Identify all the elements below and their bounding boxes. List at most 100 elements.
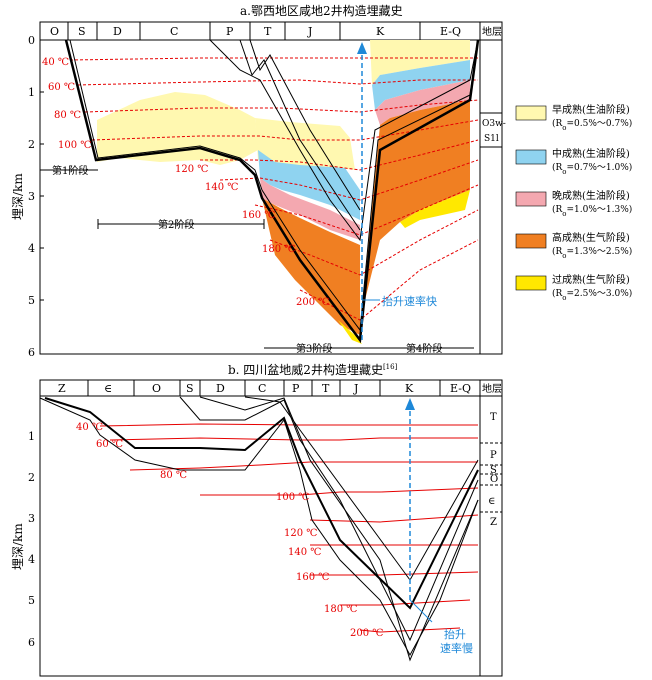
svg-text:Z: Z [490,517,497,528]
svg-text:高成熟(生气阶段): 高成熟(生气阶段) [552,231,630,244]
svg-text:E-Q: E-Q [450,382,471,395]
legend-swatch-4 [515,233,547,249]
svg-text:40 ℃: 40 ℃ [76,422,103,433]
svg-text:中成熟(生油阶段): 中成熟(生油阶段) [552,147,630,160]
svg-text:第3阶段: 第3阶段 [296,342,332,355]
strata-header-a: 地层 [482,25,502,38]
panel-b-title: b. 四川盆地威2井构造埋藏史 [228,362,383,377]
svg-text:3: 3 [28,190,35,203]
svg-text:Z: Z [58,382,66,395]
svg-text:140 ℃: 140 ℃ [205,182,238,193]
zone-high-mature-a [262,198,360,335]
svg-text:120 ℃: 120 ℃ [175,164,208,175]
svg-text:P: P [490,450,497,461]
burial-curves-b [39,396,479,662]
svg-text:K: K [405,382,414,395]
stage-annotations-a: 第1阶段 第2阶段 第3阶段 第4阶段 [40,164,474,355]
isotherms-a [69,57,479,321]
period-a-C: C [170,25,178,38]
svg-text:地层: 地层 [482,382,502,395]
zone-over-mature-a [338,320,362,344]
svg-text:120 ℃: 120 ℃ [284,528,317,539]
panel-b-period-dividers [87,380,441,396]
svg-text:P: P [292,382,300,395]
panel-a-y-ticks: 0 1 2 3 4 5 6 [28,34,35,359]
svg-text:第2阶段: 第2阶段 [158,218,194,231]
svg-text:∈: ∈ [104,382,112,395]
svg-text:180 ℃: 180 ℃ [324,604,357,615]
panel-a-y-label: 埋深/km [11,173,25,220]
svg-text:3: 3 [28,512,35,525]
period-a-K: K [376,25,385,38]
strat-box-a [479,112,503,148]
burial-curves-a [64,39,480,344]
svg-text:晚成熟(生油阶段): 晚成熟(生油阶段) [552,189,630,202]
svg-text:160 ℃: 160 ℃ [242,210,275,221]
svg-text:40 ℃: 40 ℃ [42,57,69,68]
maturity-legend: 早成熟(生油阶段) (Ro=0.5%～0.7%) 中成熟(生油阶段) (Ro=0… [515,103,632,302]
svg-text:180 ℃: 180 ℃ [262,244,295,255]
period-a-J: J [307,25,312,38]
svg-text:埋深/km: 埋深/km [11,523,25,570]
svg-text:6: 6 [28,346,35,359]
svg-text:O: O [490,474,498,485]
svg-text:80 ℃: 80 ℃ [54,110,81,121]
svg-text:早成熟(生油阶段): 早成熟(生油阶段) [552,103,630,116]
svg-text:(Ro=2.5%～3.0%): (Ro=2.5%～3.0%) [552,288,632,302]
svg-text:100 ℃: 100 ℃ [276,492,309,503]
isotherms-b [99,423,479,633]
period-a-P: P [226,25,234,38]
panel-a: a.鄂西地区咸地2井构造埋藏史 O S D C P T J K E-Q 地层 [11,3,506,359]
legend-swatch-5 [515,275,547,291]
svg-text:1: 1 [28,86,35,99]
uplift-note-a: 抬升速率快 [382,294,437,308]
svg-text:80 ℃: 80 ℃ [160,470,187,481]
svg-text:(Ro=1.3%～2.5%): (Ro=1.3%～2.5%) [552,246,632,260]
svg-text:0: 0 [28,34,35,47]
svg-text:抬升: 抬升 [444,627,466,641]
svg-text:第1阶段: 第1阶段 [52,164,88,177]
panel-b-strata-column [479,379,503,677]
svg-text:60 ℃: 60 ℃ [96,439,123,450]
period-a-T: T [264,25,272,38]
svg-text:60 ℃: 60 ℃ [48,82,75,93]
svg-text:O: O [152,382,161,395]
svg-text:D: D [216,382,225,395]
svg-text:速率慢: 速率慢 [440,641,473,655]
strata-column-b: T P S O ∈ Z [480,412,502,528]
svg-text:140 ℃: 140 ℃ [288,547,321,558]
period-a-O: O [50,25,59,38]
svg-text:1: 1 [28,430,35,443]
svg-text:4: 4 [28,242,35,255]
svg-text:5: 5 [28,594,35,607]
svg-text:160 ℃: 160 ℃ [296,572,329,583]
legend-swatch-1 [515,105,547,121]
svg-text:b. 四川盆地威2井构造埋藏史[16]: b. 四川盆地威2井构造埋藏史[16] [228,362,398,377]
period-a-S: S [78,25,86,38]
svg-text:过成熟(生气阶段): 过成熟(生气阶段) [552,273,630,286]
svg-text:O3w-: O3w- [482,119,506,129]
svg-text:200 ℃: 200 ℃ [296,297,329,308]
panel-a-period-dividers [67,22,421,40]
svg-text:(Ro=0.7%～1.0%): (Ro=0.7%～1.0%) [552,162,632,176]
svg-text:2: 2 [28,138,35,151]
maturity-zones-a [97,40,470,344]
panel-b: b. 四川盆地威2井构造埋藏史[16] Z ∈ O S D C P T J [11,362,503,677]
legend-swatch-2 [515,149,547,165]
legend-swatch-3 [515,191,547,207]
svg-text:5: 5 [28,294,35,307]
zone-mid-mature-a [258,150,360,220]
svg-text:S: S [490,465,497,476]
svg-text:T: T [490,412,497,423]
svg-text:S1l: S1l [484,134,499,144]
svg-text:100 ℃: 100 ℃ [58,140,91,151]
zone-late-mature-a [260,178,360,240]
svg-text:∈: ∈ [488,496,495,507]
panel-b-y-ticks: 1 2 3 4 5 6 [28,430,35,649]
period-a-D: D [113,25,122,38]
svg-text:2: 2 [28,471,35,484]
period-a-EQ: E-Q [440,25,461,38]
svg-text:S: S [186,382,194,395]
svg-text:4: 4 [28,553,35,566]
